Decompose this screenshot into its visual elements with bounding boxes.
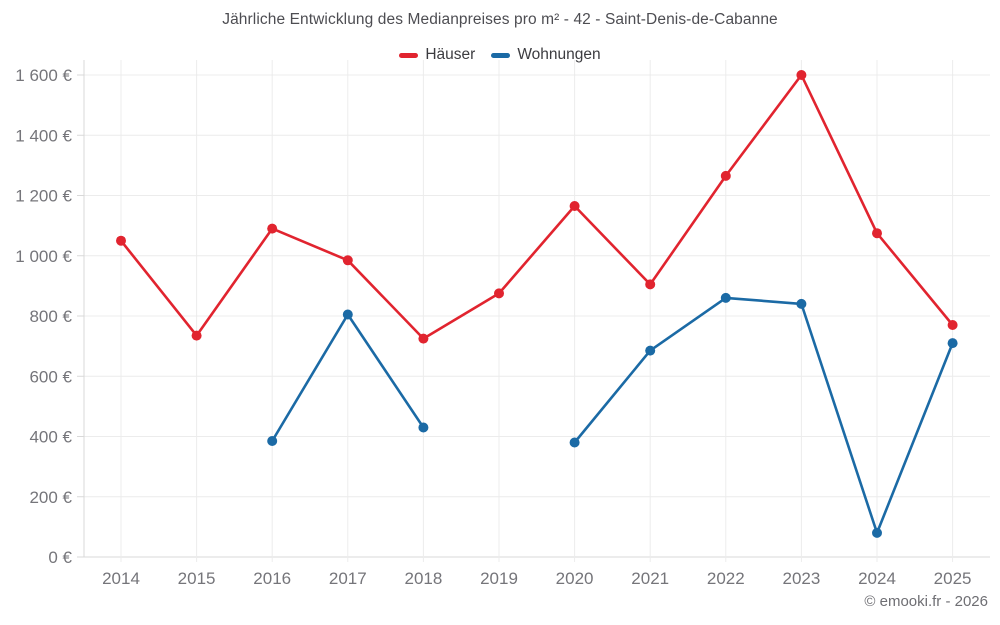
x-tick-label: 2020 xyxy=(556,569,594,588)
y-tick-label: 1 600 € xyxy=(15,66,72,85)
legend-item-wohnungen[interactable]: Wohnungen xyxy=(491,46,601,64)
series-häuser xyxy=(116,70,958,344)
series-line xyxy=(119,73,954,340)
x-tick-label: 2025 xyxy=(934,569,972,588)
legend-item-haeuser[interactable]: Häuser xyxy=(399,46,475,64)
haeuser-series-swatch-icon xyxy=(399,52,419,58)
axes xyxy=(77,60,954,562)
x-tick-label: 2017 xyxy=(329,569,367,588)
legend-label-haeuser: Häuser xyxy=(425,46,476,63)
data-point-marker[interactable] xyxy=(267,436,278,446)
data-point-marker[interactable] xyxy=(872,228,882,239)
data-point-marker[interactable] xyxy=(796,298,807,309)
x-tick-label: 2021 xyxy=(631,569,669,588)
y-tick-label: 0 € xyxy=(48,548,72,567)
chart-title: Jährliche Entwicklung des Medianpreises … xyxy=(222,11,778,28)
data-point-marker[interactable] xyxy=(569,201,580,211)
x-axis-tick-labels: 2014 2015 2016 2017 2018 2019 2020 2021 2022 2023… xyxy=(102,569,971,588)
data-point-marker[interactable] xyxy=(872,527,882,538)
data-point-marker[interactable] xyxy=(947,338,958,349)
x-tick-label: 2016 xyxy=(253,569,291,588)
data-point-marker[interactable] xyxy=(342,309,353,320)
data-point-marker[interactable] xyxy=(418,333,429,344)
data-point-marker[interactable] xyxy=(494,288,504,299)
x-tick-label: 2018 xyxy=(404,569,442,588)
data-point-marker[interactable] xyxy=(947,320,958,330)
x-tick-label: 2019 xyxy=(480,569,518,588)
data-point-marker[interactable] xyxy=(796,70,807,80)
data-point-marker[interactable] xyxy=(720,292,731,303)
y-tick-label: 200 € xyxy=(29,488,72,507)
series-wohnungen xyxy=(267,292,958,538)
y-tick-label: 1 000 € xyxy=(15,247,72,266)
chart-legend: Häuser Wohnungen xyxy=(0,46,1000,64)
series-line xyxy=(270,296,954,535)
data-point-marker[interactable] xyxy=(267,223,278,234)
y-axis-tick-labels: 0 € 200 € 400 € 600 € 800 € 1 000 € 1 200 € 1 4… xyxy=(15,66,72,567)
y-tick-label: 800 € xyxy=(29,307,72,326)
x-tick-label: 2015 xyxy=(178,569,216,588)
legend-label-wohnungen: Wohnungen xyxy=(517,46,601,63)
x-tick-label: 2014 xyxy=(102,569,140,588)
data-point-marker[interactable] xyxy=(645,279,656,290)
data-point-marker[interactable] xyxy=(720,170,731,181)
data-point-marker[interactable] xyxy=(418,422,429,433)
x-tick-label: 2023 xyxy=(782,569,820,588)
wohnungen-series-swatch-icon xyxy=(491,52,511,58)
y-tick-label: 1 400 € xyxy=(15,126,72,145)
grid-lines xyxy=(84,60,990,558)
y-tick-label: 600 € xyxy=(29,367,72,386)
x-tick-label: 2022 xyxy=(707,569,745,588)
y-tick-label: 1 200 € xyxy=(15,187,72,206)
data-point-marker[interactable] xyxy=(116,235,126,246)
data-point-marker[interactable] xyxy=(569,437,580,448)
y-tick-label: 400 € xyxy=(29,428,72,447)
data-point-marker[interactable] xyxy=(342,255,353,266)
x-tick-label: 2024 xyxy=(858,569,896,588)
copyright-attribution: © emooki.fr - 2026 xyxy=(864,593,988,610)
data-point-marker[interactable] xyxy=(645,345,656,356)
data-point-marker[interactable] xyxy=(191,330,202,341)
